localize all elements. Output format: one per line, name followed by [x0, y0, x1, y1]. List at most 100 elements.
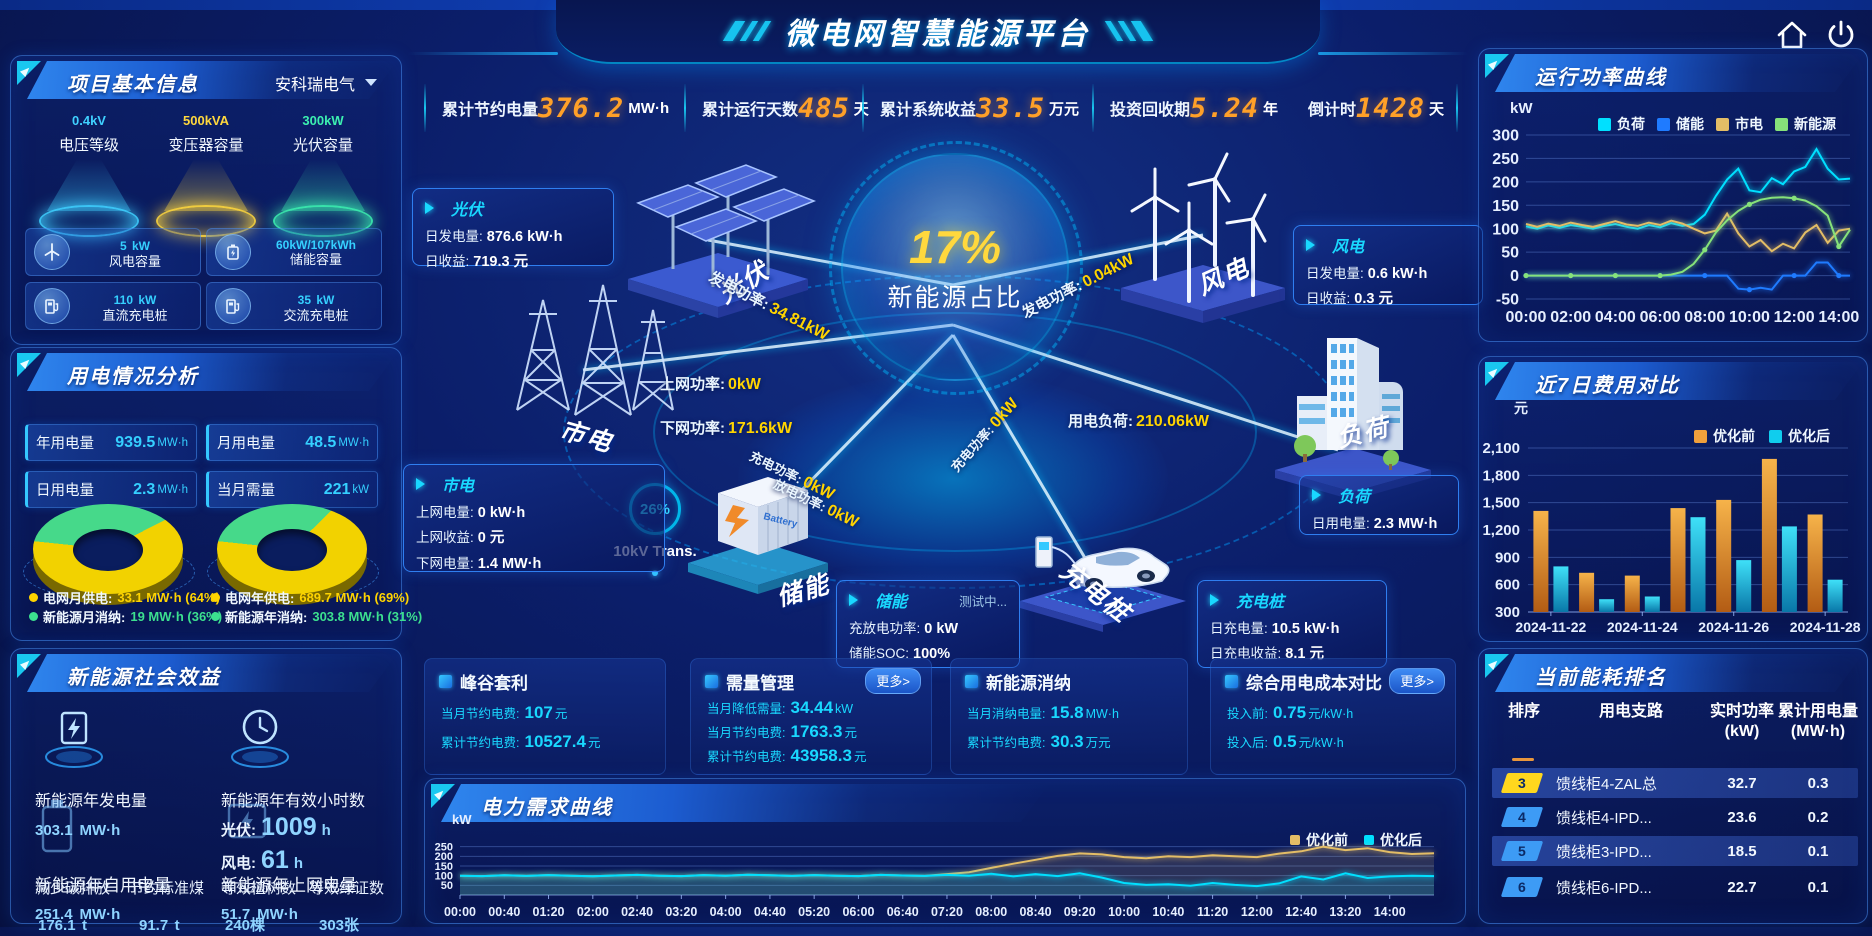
dc-charger-card: 110 kW 直流充电桩	[25, 282, 201, 330]
stat-unit: 年	[1263, 100, 1279, 118]
app-title: 微电网智慧能源平台	[785, 18, 1091, 51]
power-icon[interactable]	[1822, 16, 1860, 54]
svg-text:00:00: 00:00	[444, 905, 476, 919]
svg-text:08:40: 08:40	[1020, 905, 1052, 919]
home-icon[interactable]	[1774, 18, 1810, 52]
ranking-row[interactable]: 4 馈线柜4-IPD... 23.6 0.2	[1492, 802, 1858, 832]
power-legend: 负荷 储能 市电 新能源	[1598, 114, 1836, 134]
cone-beam	[47, 159, 131, 211]
svg-text:250: 250	[435, 842, 453, 854]
load-building-illustration	[1275, 338, 1431, 500]
yearly-energy-donut	[217, 504, 367, 614]
pv-overlay-icon	[227, 803, 267, 839]
cone-value: 300	[302, 113, 325, 128]
to-grid-value: 51.7 MW·h	[221, 906, 298, 923]
more-button[interactable]: 更多>	[1389, 668, 1445, 694]
stat-payback-period: 投资回收期 5.24 年	[1094, 82, 1290, 134]
chevron-right-icon	[1306, 239, 1324, 251]
stat-total-saved-energy: 累计节约电量 376.2 MW·h	[426, 82, 682, 134]
svg-text:05:20: 05:20	[798, 905, 830, 919]
title-deco-right	[1104, 21, 1154, 41]
panel-corner-icon	[17, 61, 41, 85]
power-y-unit: kW	[1510, 100, 1533, 117]
social-benefit-panel: 新能源社会效益 新能源年发电量 303.1 MW·h 新能源年有效小时数 光伏:…	[10, 648, 402, 934]
charger-icon	[215, 288, 251, 324]
panel-corner-icon	[431, 784, 455, 808]
project-info-panel: 项目基本信息 安科瑞电气 0.4kV 电压等级 500kVA 变压器容量 300…	[10, 55, 402, 345]
cone-value: 0.4	[72, 113, 91, 128]
power-analysis-panel: 用电情况分析 年用电量 939.5 MW·h 月用电量 48.5 MW·h 日用电量 2.…	[10, 347, 422, 641]
ranking-panel: 当前能耗排名	[1478, 648, 1868, 924]
svg-text:10:40: 10:40	[1152, 905, 1184, 919]
self-use-value: 251.4 MW·h	[35, 906, 121, 923]
stat-unit: MW·h	[628, 99, 670, 117]
svg-text:14:00: 14:00	[1818, 309, 1859, 326]
rank-badge: 4	[1500, 807, 1544, 827]
stat-value: 376.2	[538, 92, 625, 124]
cone-value: 500	[182, 113, 205, 128]
charger-info-box: 充电桩 日充电量: 10.5 kW·h 日充电收益: 8.1 元	[1197, 580, 1387, 668]
orb-ring	[829, 141, 1083, 395]
grid-info-box: 市电 上网电量: 0 kW·h 上网收益: 0 元 下网电量: 1.4 MW·h	[403, 464, 665, 572]
chevron-down-icon[interactable]	[365, 79, 377, 86]
stats-separator	[684, 84, 686, 132]
svg-text:04:00: 04:00	[710, 905, 742, 919]
ranking-row[interactable]: 3 馈线柜4-ZAL总 32.7 0.3	[1492, 768, 1858, 798]
svg-text:2024-11-22: 2024-11-22	[1515, 619, 1586, 635]
panel-corner-icon	[17, 654, 41, 678]
panel-title: 用电情况分析	[67, 366, 199, 388]
stat-unit: 天	[854, 98, 869, 119]
voltage-level-cone: 0.4kV 电压等级	[33, 104, 145, 237]
kpi-icon	[1225, 675, 1238, 688]
svg-text:13:20: 13:20	[1329, 905, 1361, 919]
svg-text:150: 150	[435, 861, 453, 873]
svg-text:02:00: 02:00	[1550, 309, 1591, 326]
cone-base	[156, 205, 256, 237]
carbon-value: 176.1 t	[38, 917, 87, 934]
more-button[interactable]: 更多>	[865, 668, 921, 694]
battery-icon	[215, 234, 251, 270]
svg-text:600: 600	[1495, 577, 1520, 594]
demand-curve-panel: 电力需求曲线	[424, 778, 1466, 924]
chevron-right-icon	[1210, 594, 1228, 606]
stats-separator	[1456, 84, 1458, 132]
tree-label: 等效植树数	[221, 880, 297, 897]
svg-text:50: 50	[441, 880, 453, 892]
stat-unit: 万元	[1049, 100, 1080, 118]
chevron-right-icon	[425, 202, 443, 214]
cone-label: 光伏容量	[292, 137, 353, 154]
svg-text:2,100: 2,100	[1482, 440, 1520, 457]
svg-text:01:20: 01:20	[533, 905, 565, 919]
ranking-row[interactable]: 5 馈线柜3-IPD... 18.5 0.1	[1492, 836, 1858, 866]
battery-overlay-icon	[41, 800, 73, 853]
stat-countdown: 倒计时 1428 天	[1292, 82, 1454, 134]
stat-value: 33.5	[976, 92, 1046, 124]
power-curve-panel: 运行功率曲线	[1478, 48, 1868, 342]
company-select[interactable]: 安科瑞电气	[275, 71, 355, 95]
stat-value: 1428	[1356, 92, 1426, 124]
svg-text:03:20: 03:20	[665, 905, 697, 919]
carbon-label: 减少碳排放	[35, 880, 111, 897]
coal-label: 节约标准煤	[129, 880, 205, 897]
svg-text:08:00: 08:00	[975, 905, 1007, 919]
panel-header-bar	[27, 353, 397, 391]
svg-text:900: 900	[1495, 549, 1520, 566]
legend-renew-month: 新能源月消纳: 19 MW·h (36%)	[29, 607, 222, 626]
pv-capacity-cone: 300kW 光伏容量	[267, 104, 379, 237]
svg-text:14:00: 14:00	[1374, 905, 1406, 919]
svg-text:1,500: 1,500	[1482, 495, 1520, 512]
svg-text:09:20: 09:20	[1064, 905, 1096, 919]
svg-text:2024-11-28: 2024-11-28	[1790, 619, 1861, 635]
rank-badge: 3	[1500, 773, 1544, 793]
svg-text:02:00: 02:00	[577, 905, 609, 919]
stats-separator	[424, 84, 426, 132]
panel-title: 新能源社会效益	[67, 667, 221, 689]
monthly-demand-chip: 当月需量 221 kW	[206, 471, 378, 508]
storage-status: 测试中...	[959, 594, 1007, 609]
ranking-row[interactable]: 6 馈线柜6-IPD... 22.7 0.1	[1492, 872, 1858, 902]
svg-text:300: 300	[1495, 604, 1520, 621]
stat-label: 投资回收期	[1110, 102, 1191, 119]
svg-text:12:00: 12:00	[1774, 309, 1815, 326]
demand-legend: 优化前 优化后	[1290, 830, 1422, 850]
